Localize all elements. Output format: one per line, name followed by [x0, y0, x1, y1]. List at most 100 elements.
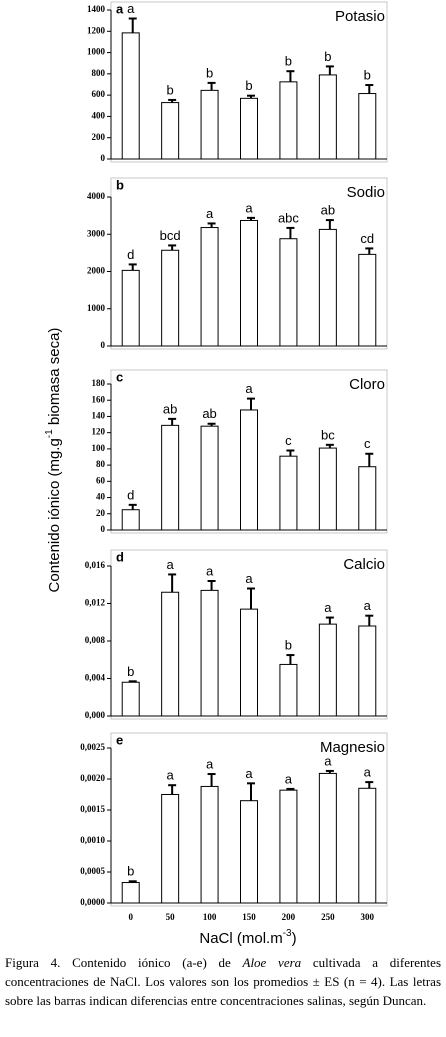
- bar: [318, 74, 337, 160]
- significance-letter: a: [206, 756, 214, 771]
- significance-letter: ab: [321, 203, 335, 218]
- bar: [279, 81, 298, 160]
- bar: [121, 882, 140, 904]
- bar: [358, 93, 377, 160]
- significance-letter: b: [127, 864, 134, 879]
- bar: [358, 787, 377, 904]
- caption: Figura 4. Contenido iónico (a-e) de Aloe…: [5, 953, 441, 1010]
- bar: [240, 97, 258, 160]
- x-tick-label: 150: [242, 912, 256, 922]
- significance-letter: b: [285, 638, 292, 653]
- significance-letter: a: [167, 768, 175, 783]
- significance-letter: a: [127, 1, 135, 16]
- y-tick-label: 140: [92, 411, 106, 421]
- y-tick-label: 0,012: [85, 598, 106, 608]
- panel-letter: d: [116, 549, 124, 564]
- x-tick-label: 200: [282, 912, 296, 922]
- significance-letter: bc: [321, 427, 335, 442]
- significance-letter: b: [127, 664, 134, 679]
- panel-title: Cloro: [349, 376, 385, 393]
- y-tick-label: 120: [92, 427, 106, 437]
- panel-letter: e: [116, 732, 123, 747]
- y-tick-label: 0,0010: [80, 835, 105, 845]
- y-tick-label: 1000: [87, 303, 106, 313]
- significance-letter: ab: [163, 401, 177, 416]
- significance-letter: ab: [202, 406, 216, 421]
- y-tick-label: 0,008: [85, 635, 106, 645]
- x-tick-label: 300: [361, 912, 375, 922]
- significance-letter: bcd: [160, 228, 181, 243]
- x-tick-label: 100: [203, 912, 217, 922]
- y-tick-label: 2000: [87, 266, 106, 276]
- bar: [358, 253, 377, 347]
- y-tick-label: 0,016: [85, 560, 106, 570]
- panel-letter: b: [116, 177, 124, 192]
- bar: [318, 772, 337, 904]
- y-tick-label: 0,0015: [80, 804, 105, 814]
- x-tick-label: 50: [166, 912, 176, 922]
- bar: [358, 466, 377, 531]
- bar: [240, 800, 258, 904]
- bar: [161, 249, 180, 347]
- bar: [200, 785, 219, 904]
- y-tick-label: 0,000: [85, 710, 106, 720]
- bar: [161, 424, 180, 531]
- y-tick-label: 0: [101, 524, 106, 534]
- bar: [240, 608, 258, 717]
- significance-letter: d: [127, 247, 134, 262]
- bar: [279, 663, 298, 717]
- bar: [121, 509, 140, 531]
- significance-letter: a: [245, 571, 253, 586]
- y-tick-label: 1400: [87, 4, 106, 14]
- significance-letter: d: [127, 487, 134, 502]
- significance-letter: a: [167, 557, 175, 572]
- significance-letter: a: [364, 598, 372, 613]
- bar: [161, 591, 180, 717]
- bar: [200, 589, 219, 717]
- panel-title: Calcio: [343, 556, 385, 573]
- significance-letter: cd: [360, 231, 374, 246]
- bar: [121, 681, 140, 717]
- bar: [200, 89, 219, 160]
- x-label-text: ): [292, 930, 297, 947]
- significance-letter: a: [245, 200, 253, 215]
- significance-letter: a: [285, 771, 293, 786]
- bar: [161, 102, 180, 160]
- bar: [279, 789, 298, 904]
- significance-letter: a: [206, 206, 214, 221]
- y-tick-label: 0,0020: [80, 773, 105, 783]
- y-label-sup: -1: [44, 429, 55, 438]
- significance-letter: a: [324, 753, 332, 768]
- y-tick-label: 180: [92, 378, 106, 388]
- bar: [121, 269, 140, 347]
- y-tick-label: 3000: [87, 228, 106, 238]
- y-tick-label: 1000: [87, 47, 106, 57]
- panel-title: Sodio: [347, 184, 385, 201]
- panel-title: Potasio: [335, 8, 385, 25]
- bar: [161, 794, 180, 904]
- panel-title: Magnesio: [320, 739, 385, 756]
- y-label-text: Contenido iónico (mg.g: [46, 438, 63, 592]
- significance-letter: c: [364, 436, 371, 451]
- bar: [318, 447, 337, 531]
- y-tick-label: 200: [92, 132, 106, 142]
- panel-letter: c: [116, 369, 123, 384]
- significance-letter: b: [285, 54, 292, 69]
- y-tick-label: 0,0025: [80, 742, 105, 752]
- y-tick-label: 800: [92, 68, 106, 78]
- bar: [358, 625, 377, 717]
- bar: [240, 409, 258, 531]
- significance-letter: a: [245, 381, 253, 396]
- significance-letter: a: [245, 766, 253, 781]
- significance-letter: a: [206, 563, 214, 578]
- y-tick-label: 20: [96, 508, 106, 518]
- bar: [200, 425, 219, 531]
- y-label-text: biomasa seca): [46, 328, 63, 430]
- significance-letter: b: [324, 49, 331, 64]
- y-tick-label: 600: [92, 89, 106, 99]
- bar: [318, 228, 337, 347]
- y-tick-label: 0: [101, 153, 106, 163]
- significance-letter: b: [167, 82, 174, 97]
- significance-letter: a: [324, 600, 332, 615]
